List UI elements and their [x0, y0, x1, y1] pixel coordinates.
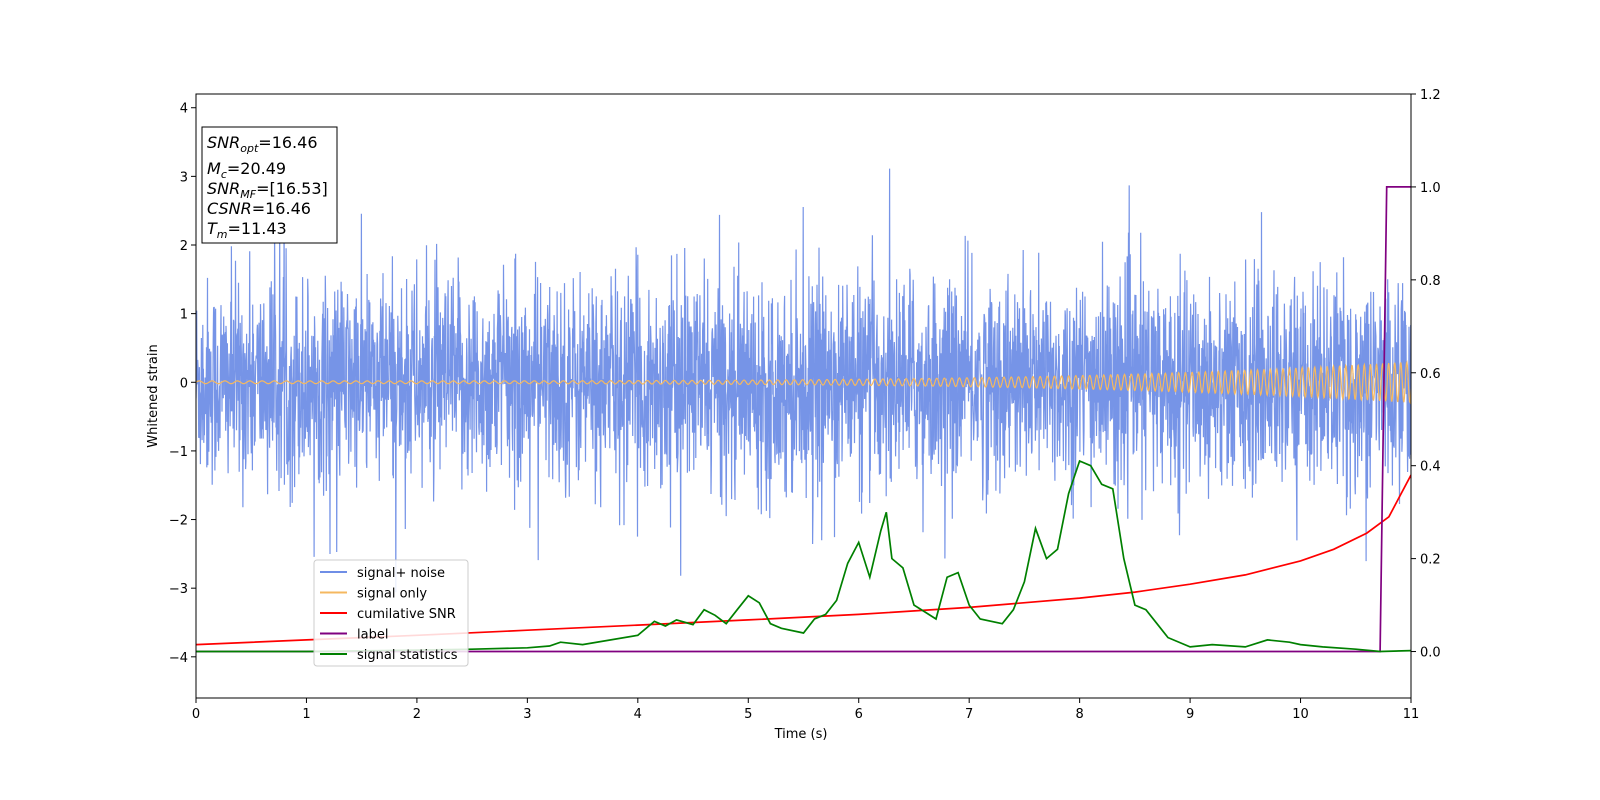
x-axis: 0 1 2 3 4 5 6 7 8 9 10 11 [192, 698, 1419, 722]
right-axis-series [196, 186, 1411, 653]
x-tick-label: 10 [1292, 707, 1309, 722]
legend-label: signal only [357, 587, 427, 602]
x-tick-label: 11 [1403, 707, 1420, 722]
y-left-tick-label: 1 [180, 308, 188, 323]
y-right-tick-label: 0.6 [1420, 367, 1441, 382]
series-signal-statistics-line [196, 459, 1411, 653]
x-tick-label: 8 [1075, 707, 1083, 722]
x-tick-label: 2 [413, 707, 421, 722]
y-right-tick-label: 0.2 [1420, 553, 1441, 568]
info-line: SNRMF=[16.53] [207, 179, 328, 201]
legend: signal+ noise signal only cumilative SNR la… [313, 559, 469, 667]
series-cumilative-snr-line [196, 474, 1411, 646]
y-axis-right: 1.2 1.0 0.8 0.6 0.4 0.2 0.0 [1411, 88, 1441, 661]
legend-label: label [357, 628, 388, 643]
info-box-frame [201, 126, 338, 244]
info-line: Tm=11.43 [207, 219, 287, 241]
series-label-line [196, 186, 1411, 653]
y-axis-left: 4 3 2 1 0 −1 −2 −3 −4 [169, 102, 196, 666]
info-box: SNRopt=16.46 Mc=20.49SNRMF=[16.53]CSNR=16… [201, 126, 338, 244]
y-left-tick-label: 4 [180, 102, 188, 117]
legend-label: signal+ noise [357, 566, 445, 581]
y-right-tick-label: 0.4 [1420, 460, 1441, 475]
y-left-tick-label: −1 [169, 445, 188, 460]
series-signal-noise-line [196, 168, 1411, 593]
y-right-tick-label: 1.0 [1420, 181, 1441, 196]
y-axis-label: Whitened strain [146, 344, 161, 447]
info-line: CSNR=16.46 [207, 199, 311, 218]
y-left-tick-label: 0 [180, 376, 188, 391]
x-tick-label: 7 [965, 707, 973, 722]
x-axis-label: Time (s) [774, 727, 828, 742]
legend-label: cumilative SNR [357, 607, 456, 622]
y-right-tick-label: 0.0 [1420, 646, 1441, 661]
y-left-tick-label: −2 [169, 514, 188, 529]
info-line: SNRopt=16.46 [207, 133, 318, 155]
x-tick-label: 6 [855, 707, 863, 722]
y-left-tick-label: −4 [169, 651, 188, 666]
y-left-tick-label: −3 [169, 582, 188, 597]
signal-noise-series [196, 168, 1411, 593]
series-signal-only-line [196, 360, 1411, 405]
plot-frame [195, 93, 1412, 699]
x-tick-label: 3 [523, 707, 531, 722]
y-right-tick-label: 1.2 [1420, 88, 1441, 103]
legend-label: signal statistics [357, 648, 458, 663]
legend-frame [313, 559, 469, 667]
y-left-tick-label: 3 [180, 170, 188, 185]
signal-only-series [196, 360, 1411, 405]
y-right-tick-label: 0.8 [1420, 274, 1441, 289]
x-tick-label: 4 [634, 707, 642, 722]
x-tick-label: 0 [192, 707, 200, 722]
x-tick-label: 1 [302, 707, 310, 722]
x-tick-label: 9 [1186, 707, 1194, 722]
x-tick-label: 5 [744, 707, 752, 722]
info-line: Mc=20.49 [207, 159, 286, 181]
y-left-tick-label: 2 [180, 239, 188, 254]
